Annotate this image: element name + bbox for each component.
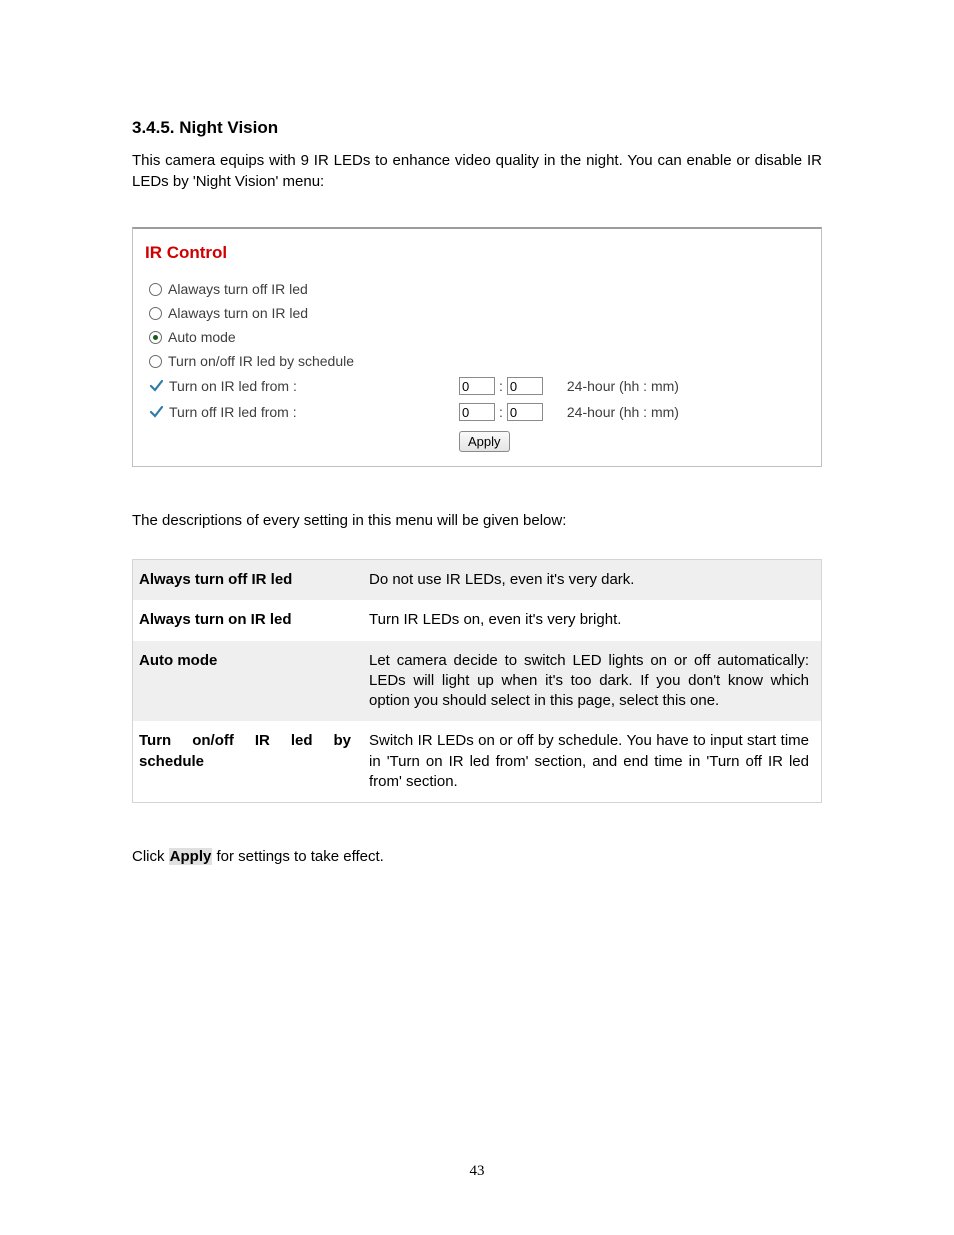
radio-option-auto[interactable]: Auto mode [143, 325, 811, 349]
ir-control-panel: IR Control Alaways turn off IR led Alawa… [132, 227, 822, 467]
setting-name: Auto mode [133, 641, 364, 722]
radio-icon [149, 307, 162, 320]
radio-option-off[interactable]: Alaways turn off IR led [143, 277, 811, 301]
description-intro: The descriptions of every setting in thi… [132, 512, 822, 529]
click-prefix: Click [132, 848, 169, 865]
setting-description: Let camera decide to switch LED lights o… [363, 641, 822, 722]
table-row: Auto mode Let camera decide to switch LE… [133, 641, 822, 722]
apply-row: Apply [143, 425, 811, 452]
radio-icon [149, 283, 162, 296]
time-format-label: 24-hour (hh : mm) [567, 404, 679, 420]
checkmark-icon [149, 379, 163, 393]
setting-name: Always turn off IR led [133, 560, 364, 601]
radio-label: Auto mode [168, 329, 236, 345]
radio-label: Turn on/off IR led by schedule [168, 353, 354, 369]
document-page: 3.4.5. Night Vision This camera equips w… [0, 0, 954, 1235]
minute-input[interactable] [507, 377, 543, 395]
colon: : [497, 378, 505, 394]
radio-option-schedule[interactable]: Turn on/off IR led by schedule [143, 349, 811, 373]
table-row: Always turn off IR led Do not use IR LED… [133, 560, 822, 601]
time-label: Turn off IR led from : [169, 404, 459, 420]
turn-on-time-row: Turn on IR led from : : 24-hour (hh : mm… [143, 373, 811, 399]
click-apply-note: Click Apply for settings to take effect. [132, 848, 822, 865]
setting-name: Turn on/off IR led by schedule [133, 721, 364, 802]
minute-input[interactable] [507, 403, 543, 421]
setting-description: Switch IR LEDs on or off by schedule. Yo… [363, 721, 822, 802]
apply-button[interactable]: Apply [459, 431, 510, 452]
section-heading: 3.4.5. Night Vision [132, 118, 822, 138]
radio-icon [149, 331, 162, 344]
radio-option-on[interactable]: Alaways turn on IR led [143, 301, 811, 325]
settings-description-table: Always turn off IR led Do not use IR LED… [132, 559, 822, 803]
hour-input[interactable] [459, 403, 495, 421]
panel-title: IR Control [143, 243, 811, 263]
setting-name: Always turn on IR led [133, 600, 364, 640]
radio-label: Alaways turn off IR led [168, 281, 308, 297]
time-label: Turn on IR led from : [169, 378, 459, 394]
setting-description: Do not use IR LEDs, even it's very dark. [363, 560, 822, 601]
checkmark-icon [149, 405, 163, 419]
setting-description: Turn IR LEDs on, even it's very bright. [363, 600, 822, 640]
colon: : [497, 404, 505, 420]
apply-highlight: Apply [169, 848, 213, 865]
radio-icon [149, 355, 162, 368]
hour-input[interactable] [459, 377, 495, 395]
intro-paragraph: This camera equips with 9 IR LEDs to enh… [132, 150, 822, 192]
radio-label: Alaways turn on IR led [168, 305, 308, 321]
turn-off-time-row: Turn off IR led from : : 24-hour (hh : m… [143, 399, 811, 425]
time-format-label: 24-hour (hh : mm) [567, 378, 679, 394]
click-suffix: for settings to take effect. [212, 848, 383, 865]
table-row: Always turn on IR led Turn IR LEDs on, e… [133, 600, 822, 640]
page-number: 43 [0, 1163, 954, 1180]
table-row: Turn on/off IR led by schedule Switch IR… [133, 721, 822, 802]
